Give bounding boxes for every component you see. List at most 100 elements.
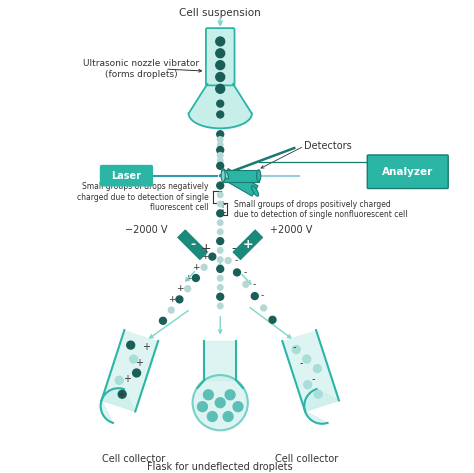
Circle shape bbox=[218, 285, 223, 290]
Text: -: - bbox=[190, 238, 195, 251]
Circle shape bbox=[218, 192, 223, 198]
Text: +: + bbox=[176, 284, 183, 293]
Circle shape bbox=[314, 390, 322, 398]
Polygon shape bbox=[233, 230, 263, 260]
Circle shape bbox=[223, 412, 233, 421]
Text: -: - bbox=[261, 291, 264, 301]
Text: +: + bbox=[201, 252, 208, 261]
Text: Laser: Laser bbox=[111, 171, 141, 181]
Circle shape bbox=[168, 307, 174, 313]
Text: -: - bbox=[232, 242, 237, 255]
Text: Cell suspension: Cell suspension bbox=[179, 8, 261, 18]
Polygon shape bbox=[178, 230, 208, 260]
Circle shape bbox=[115, 377, 123, 384]
Circle shape bbox=[218, 229, 223, 235]
Polygon shape bbox=[223, 170, 259, 182]
FancyBboxPatch shape bbox=[206, 28, 235, 85]
Circle shape bbox=[218, 248, 223, 253]
Circle shape bbox=[198, 402, 208, 412]
Circle shape bbox=[215, 398, 225, 408]
Polygon shape bbox=[222, 168, 258, 196]
Circle shape bbox=[216, 72, 225, 81]
Circle shape bbox=[218, 142, 223, 148]
Polygon shape bbox=[189, 84, 252, 114]
Circle shape bbox=[203, 390, 213, 400]
Circle shape bbox=[243, 281, 249, 287]
FancyBboxPatch shape bbox=[100, 165, 153, 186]
Text: +: + bbox=[218, 208, 226, 218]
Circle shape bbox=[261, 305, 266, 311]
Circle shape bbox=[218, 257, 223, 263]
Circle shape bbox=[218, 201, 223, 207]
Text: Detectors: Detectors bbox=[304, 141, 352, 151]
Circle shape bbox=[217, 210, 224, 217]
Polygon shape bbox=[101, 330, 158, 412]
Circle shape bbox=[217, 162, 224, 169]
Text: +: + bbox=[201, 242, 212, 255]
Circle shape bbox=[233, 402, 243, 412]
Circle shape bbox=[216, 84, 225, 93]
Text: +: + bbox=[184, 273, 191, 282]
Circle shape bbox=[225, 390, 235, 400]
Text: +: + bbox=[123, 374, 131, 384]
Text: -: - bbox=[252, 280, 255, 289]
Circle shape bbox=[269, 316, 276, 323]
Text: +: + bbox=[142, 342, 150, 352]
Polygon shape bbox=[100, 388, 135, 423]
Circle shape bbox=[216, 49, 225, 58]
Text: -: - bbox=[311, 374, 315, 384]
Circle shape bbox=[313, 365, 321, 373]
Text: +: + bbox=[192, 263, 200, 272]
Polygon shape bbox=[283, 330, 339, 412]
Circle shape bbox=[292, 346, 300, 353]
Circle shape bbox=[217, 131, 224, 138]
Circle shape bbox=[218, 137, 223, 142]
Polygon shape bbox=[304, 389, 339, 424]
Circle shape bbox=[185, 286, 191, 292]
Circle shape bbox=[216, 61, 225, 70]
Circle shape bbox=[133, 369, 140, 377]
Circle shape bbox=[176, 296, 183, 303]
Text: +: + bbox=[135, 358, 143, 368]
FancyBboxPatch shape bbox=[367, 155, 448, 189]
Circle shape bbox=[217, 147, 224, 153]
Circle shape bbox=[218, 303, 223, 309]
Ellipse shape bbox=[256, 170, 261, 182]
Circle shape bbox=[208, 412, 217, 421]
Circle shape bbox=[118, 390, 126, 398]
Circle shape bbox=[192, 375, 248, 430]
Text: Cell collector: Cell collector bbox=[275, 454, 339, 464]
Circle shape bbox=[217, 293, 224, 300]
Circle shape bbox=[225, 258, 231, 263]
Circle shape bbox=[217, 100, 224, 107]
Circle shape bbox=[216, 37, 225, 46]
Ellipse shape bbox=[252, 186, 258, 196]
Text: Small groups of drops negatively
charged due to detection of single
fluorescent : Small groups of drops negatively charged… bbox=[77, 183, 209, 212]
Circle shape bbox=[218, 220, 223, 225]
Text: -: - bbox=[300, 358, 303, 368]
Text: +2000 V: +2000 V bbox=[270, 225, 312, 235]
Text: Small groups of drops positively charged
due to detection of single nonfluoresce: Small groups of drops positively charged… bbox=[234, 200, 408, 219]
Circle shape bbox=[251, 293, 258, 299]
Circle shape bbox=[303, 355, 311, 363]
Circle shape bbox=[127, 341, 135, 349]
Text: +: + bbox=[218, 200, 226, 210]
Text: -: - bbox=[292, 342, 296, 352]
Circle shape bbox=[304, 381, 311, 389]
Circle shape bbox=[160, 317, 166, 324]
Circle shape bbox=[130, 355, 137, 363]
Text: -: - bbox=[243, 268, 246, 277]
Text: Cell collector: Cell collector bbox=[102, 454, 165, 464]
Ellipse shape bbox=[222, 168, 228, 179]
Circle shape bbox=[192, 274, 200, 281]
Circle shape bbox=[201, 264, 207, 270]
Text: +: + bbox=[168, 295, 175, 304]
Circle shape bbox=[234, 269, 240, 276]
Circle shape bbox=[218, 152, 223, 158]
Circle shape bbox=[217, 265, 224, 272]
Text: −2000 V: −2000 V bbox=[125, 225, 167, 235]
Circle shape bbox=[218, 158, 223, 163]
Circle shape bbox=[217, 237, 224, 245]
Circle shape bbox=[218, 275, 223, 281]
Text: Flask for undeflected droplets: Flask for undeflected droplets bbox=[147, 462, 293, 472]
